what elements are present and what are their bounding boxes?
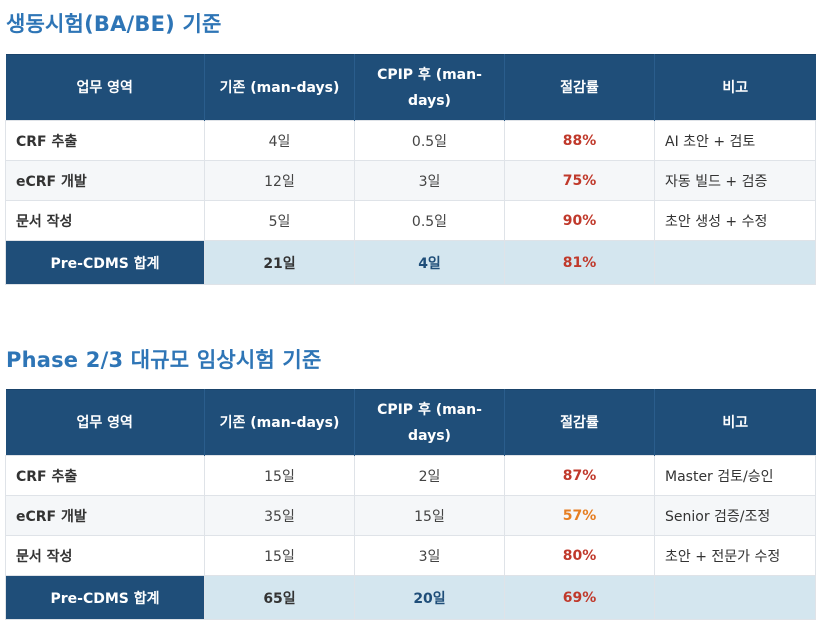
- row-after: 3일: [354, 535, 505, 576]
- row-base: 4일: [204, 120, 355, 161]
- total-note: [654, 240, 816, 285]
- total-after: 4일: [354, 240, 505, 285]
- row-note: 초안 + 전문가 수정: [654, 535, 816, 576]
- row-area: eCRF 개발: [5, 160, 205, 201]
- row-after: 3일: [354, 160, 505, 201]
- row-note: Senior 검증/조정: [654, 495, 816, 536]
- row-area: CRF 추출: [5, 455, 205, 496]
- total-row: Pre-CDMS 합계 21일 4일 81%: [5, 240, 816, 285]
- header-note: 비고: [654, 54, 816, 121]
- table-row: eCRF 개발 12일 3일 75% 자동 빌드 + 검증: [5, 160, 816, 201]
- row-area: CRF 추출: [5, 120, 205, 161]
- header-area: 업무 영역: [5, 54, 205, 121]
- header-base: 기존 (man-days): [204, 389, 355, 456]
- row-after: 0.5일: [354, 120, 505, 161]
- row-area: 문서 작성: [5, 200, 205, 241]
- total-row: Pre-CDMS 합계 65일 20일 69%: [5, 575, 816, 620]
- row-base: 15일: [204, 535, 355, 576]
- header-rate: 절감률: [504, 389, 655, 456]
- section-title-phase23: Phase 2/3 대규모 임상시험 기준: [6, 348, 322, 372]
- section-title-babe: 생동시험(BA/BE) 기준: [6, 12, 222, 36]
- row-base: 5일: [204, 200, 355, 241]
- row-note: Master 검토/승인: [654, 455, 816, 496]
- row-note: 자동 빌드 + 검증: [654, 160, 816, 201]
- row-note: 초안 생성 + 수정: [654, 200, 816, 241]
- row-rate: 57%: [504, 495, 655, 536]
- total-note: [654, 575, 816, 620]
- total-base: 21일: [204, 240, 355, 285]
- table-row: CRF 추출 15일 2일 87% Master 검토/승인: [5, 455, 816, 496]
- row-after: 0.5일: [354, 200, 505, 241]
- row-base: 35일: [204, 495, 355, 536]
- row-note: AI 초안 + 검토: [654, 120, 816, 161]
- row-after: 2일: [354, 455, 505, 496]
- row-base: 12일: [204, 160, 355, 201]
- total-label: Pre-CDMS 합계: [5, 575, 205, 620]
- header-after: CPIP 후 (man-days): [354, 389, 505, 456]
- reduction-table-babe: 업무 영역 기존 (man-days) CPIP 후 (man-days) 절감…: [5, 54, 816, 285]
- total-base: 65일: [204, 575, 355, 620]
- row-area: 문서 작성: [5, 535, 205, 576]
- row-rate: 75%: [504, 160, 655, 201]
- table-row: 문서 작성 15일 3일 80% 초안 + 전문가 수정: [5, 535, 816, 576]
- total-label: Pre-CDMS 합계: [5, 240, 205, 285]
- row-rate: 90%: [504, 200, 655, 241]
- reduction-table-phase23: 업무 영역 기존 (man-days) CPIP 후 (man-days) 절감…: [5, 389, 816, 620]
- table-header-row: 업무 영역 기존 (man-days) CPIP 후 (man-days) 절감…: [5, 389, 816, 456]
- total-after: 20일: [354, 575, 505, 620]
- header-area: 업무 영역: [5, 389, 205, 456]
- row-area: eCRF 개발: [5, 495, 205, 536]
- table-header-row: 업무 영역 기존 (man-days) CPIP 후 (man-days) 절감…: [5, 54, 816, 121]
- table-row: eCRF 개발 35일 15일 57% Senior 검증/조정: [5, 495, 816, 536]
- row-after: 15일: [354, 495, 505, 536]
- row-rate: 80%: [504, 535, 655, 576]
- header-base: 기존 (man-days): [204, 54, 355, 121]
- total-rate: 81%: [504, 240, 655, 285]
- header-note: 비고: [654, 389, 816, 456]
- table-row: CRF 추출 4일 0.5일 88% AI 초안 + 검토: [5, 120, 816, 161]
- row-base: 15일: [204, 455, 355, 496]
- row-rate: 87%: [504, 455, 655, 496]
- total-rate: 69%: [504, 575, 655, 620]
- header-rate: 절감률: [504, 54, 655, 121]
- header-after: CPIP 후 (man-days): [354, 54, 505, 121]
- row-rate: 88%: [504, 120, 655, 161]
- table-row: 문서 작성 5일 0.5일 90% 초안 생성 + 수정: [5, 200, 816, 241]
